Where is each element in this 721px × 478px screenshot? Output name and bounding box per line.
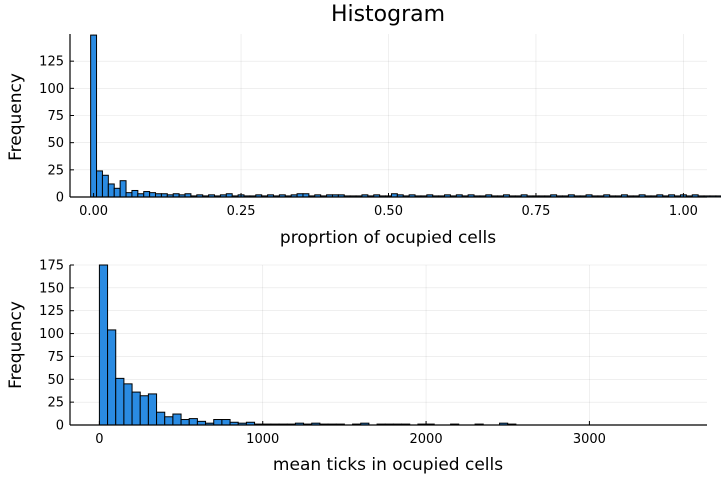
top-histogram-bar	[96, 170, 103, 198]
top-x-axis-label: proprtion of ocupied cells	[280, 228, 496, 248]
top-histogram-bar	[131, 189, 139, 198]
bottom-histogram-bar	[107, 329, 117, 426]
top-y-tick-label: 125	[39, 55, 64, 70]
bottom-y-tick-label: 100	[39, 327, 64, 342]
top-y-tick-label: 50	[47, 136, 64, 151]
top-histogram-bar	[709, 195, 717, 198]
bottom-histogram-bar	[213, 419, 223, 426]
top-histogram-bar	[113, 187, 121, 198]
bottom-y-axis-label: Frequency	[6, 301, 26, 389]
bottom-histogram-bar	[164, 416, 174, 426]
top-y-axis-label: Frequency	[6, 73, 26, 161]
top-x-tick-label: 1.00	[669, 204, 698, 219]
bottom-histogram-bar	[123, 383, 133, 426]
bottom-x-tick-label: 3000	[573, 432, 606, 447]
bottom-histogram-bar	[131, 391, 141, 426]
top-histogram-panel: proprtion of ocupied cells Frequency 0.0…	[6, 34, 721, 248]
top-histogram-bar	[101, 174, 109, 198]
bottom-x-tick-label: 1000	[246, 432, 279, 447]
top-histogram-bar	[149, 192, 157, 198]
bottom-x-axis-label: mean ticks in ocupied cells	[273, 455, 503, 475]
top-histogram-bar	[125, 192, 133, 198]
top-y-tick-label: 100	[39, 82, 64, 97]
top-x-tick-label: 0.50	[374, 204, 403, 219]
bottom-histogram-bar	[139, 395, 149, 426]
bottom-y-tick-label: 25	[47, 396, 64, 411]
bottom-y-tick-label: 75	[47, 350, 64, 365]
bottom-histogram-panel: mean ticks in ocupied cells Frequency 0 1…	[6, 259, 707, 475]
bottom-histogram-bar	[115, 377, 125, 426]
top-y-tick-label: 0	[56, 191, 64, 206]
bottom-histogram-bar	[180, 419, 190, 426]
top-y-tick-label: 75	[47, 109, 64, 124]
bottom-x-tick-label: 0	[95, 432, 103, 447]
top-x-tick-label: 0.75	[521, 204, 550, 219]
bottom-y-tick-label: 0	[56, 419, 64, 434]
bottom-y-tick-label: 50	[47, 373, 64, 388]
top-histogram-bar	[715, 195, 721, 198]
bottom-y-tick-label: 175	[39, 259, 64, 274]
top-histogram-bar	[119, 180, 127, 198]
bottom-y-tick-label: 125	[39, 304, 64, 319]
bottom-histogram-bar	[98, 264, 109, 426]
bottom-histogram-bar	[147, 393, 158, 426]
top-x-tick-label: 0.00	[79, 204, 108, 219]
top-histogram-bar	[90, 34, 98, 198]
top-histogram-bar	[107, 183, 115, 198]
bottom-histogram-bar	[188, 418, 198, 426]
bottom-histogram-bar	[172, 413, 182, 426]
bottom-histogram-bar	[221, 419, 231, 426]
top-y-tick-label: 25	[47, 163, 64, 178]
bottom-histogram-bar	[156, 411, 166, 426]
chart-title: Histogram	[331, 2, 445, 27]
bottom-y-tick-label: 150	[39, 281, 64, 296]
top-x-tick-label: 0.25	[227, 204, 256, 219]
top-histogram-bar	[143, 191, 151, 198]
bottom-x-tick-label: 2000	[410, 432, 443, 447]
